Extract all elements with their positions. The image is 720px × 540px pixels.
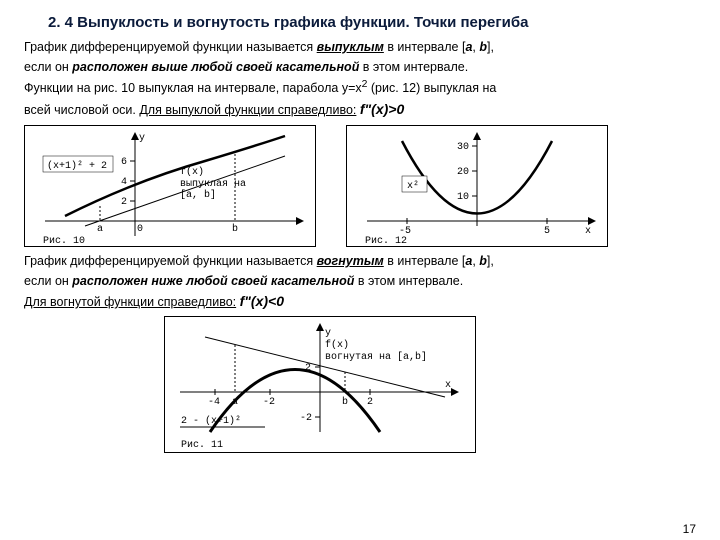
fig1-ytick-4: 4 <box>121 177 127 188</box>
para-3: Функции на рис. 10 выпуклая на интервале… <box>24 78 696 98</box>
p3-text-b: (рис. 12) выпуклая на <box>367 81 496 95</box>
fig3-xtick-n2: -2 <box>263 397 275 408</box>
fig1-fx: f(x) <box>180 166 204 178</box>
p5-text-g: ], <box>487 254 494 268</box>
figure-row: y 2 4 6 0 a b (x+1)² + 2 f(x) выпуклая н… <box>24 125 696 247</box>
p6-text-c: в этом интервале. <box>354 274 463 288</box>
para-6: если он расположен ниже любой своей каса… <box>24 273 696 291</box>
p1-keyword: выпуклым <box>317 40 384 54</box>
fig3-formula: 2 - (x+1)² <box>181 415 241 427</box>
fig1-ytick-6: 6 <box>121 157 127 168</box>
p5-text-a: График дифференцируемой функции называет… <box>24 254 317 268</box>
fig1-formula: (x+1)² + 2 <box>47 160 107 172</box>
fig2-caption: Рис. 12 <box>365 236 407 246</box>
p6-keyword: расположен ниже любой своей касательной <box>72 274 354 288</box>
fig1-ytick-2: 2 <box>121 197 127 208</box>
fig1-region-1: выпуклая на <box>180 179 246 190</box>
p4-underline: Для выпуклой функции справедливо: <box>139 103 356 117</box>
p1-var-b: b <box>479 40 487 54</box>
p5-var-b: b <box>479 254 487 268</box>
fig1-y-label: y <box>139 133 145 144</box>
fig3-caption: Рис. 11 <box>181 440 223 451</box>
p1-text-c: в интервале [ <box>384 40 466 54</box>
para-7: Для вогнутой функции справедливо: f"(x)<… <box>24 292 696 312</box>
para-2: если он расположен выше любой своей каса… <box>24 59 696 77</box>
fig3-xtick-2: 2 <box>367 397 373 408</box>
fig1-region-2: [a, b] <box>180 189 216 201</box>
convex-formula: f"(x)>0 <box>360 101 404 117</box>
fig1-xtick-0: 0 <box>137 224 143 235</box>
fig3-ytick-n2: -2 <box>300 413 312 424</box>
fig3-y-label: y <box>325 328 331 339</box>
p6-text-a: если он <box>24 274 72 288</box>
p1-text-a: График дифференцируемой функции называет… <box>24 40 317 54</box>
fig3-a-label: a <box>232 397 238 408</box>
para-4: всей числовой оси. Для выпуклой функции … <box>24 100 696 120</box>
fig3-xtick-n4: -4 <box>208 397 220 408</box>
fig1-caption: Рис. 10 <box>43 236 85 246</box>
concave-formula: f"(x)<0 <box>240 293 284 309</box>
p7-underline: Для вогнутой функции справедливо: <box>24 295 236 309</box>
page-title: 2. 4 Выпуклость и вогнутость графика фун… <box>48 14 696 31</box>
para-5: График дифференцируемой функции называет… <box>24 253 696 271</box>
fig2-x-label: x <box>585 226 591 237</box>
fig1-curve <box>65 136 285 216</box>
fig3-b-label: b <box>342 396 348 408</box>
fig2-ytick-10: 10 <box>457 192 469 203</box>
fig2-ytick-30: 30 <box>457 142 469 153</box>
figure-12: x 10 20 30 -5 5 x² Рис. 12 <box>346 125 608 247</box>
p4-text-a: всей числовой оси. <box>24 103 139 117</box>
fig3-x-label: x <box>445 380 451 391</box>
p5-text-c: в интервале [ <box>384 254 466 268</box>
figure-11: y x 2 -2 -4 -2 2 a b f(x) вогнутая на [a… <box>164 316 476 453</box>
fig2-xtick-5: 5 <box>544 226 550 237</box>
para-1: График дифференцируемой функции называет… <box>24 39 696 57</box>
p3-text-a: Функции на рис. 10 выпуклая на интервале… <box>24 81 362 95</box>
figure-10: y 2 4 6 0 a b (x+1)² + 2 f(x) выпуклая н… <box>24 125 316 247</box>
fig2-formula: x² <box>407 181 419 192</box>
page-number: 17 <box>683 522 696 536</box>
p2-keyword: расположен выше любой своей касательной <box>72 60 359 74</box>
p1-text-g: ], <box>487 40 494 54</box>
fig2-ytick-20: 20 <box>457 167 469 178</box>
p5-keyword: вогнутым <box>317 254 384 268</box>
p2-text-c: в этом интервале. <box>359 60 468 74</box>
fig3-fx: f(x) <box>325 339 349 351</box>
fig1-b-label: b <box>232 223 238 235</box>
fig1-a-label: a <box>97 224 103 235</box>
p2-text-a: если он <box>24 60 72 74</box>
fig3-region: вогнутая на [a,b] <box>325 351 427 363</box>
